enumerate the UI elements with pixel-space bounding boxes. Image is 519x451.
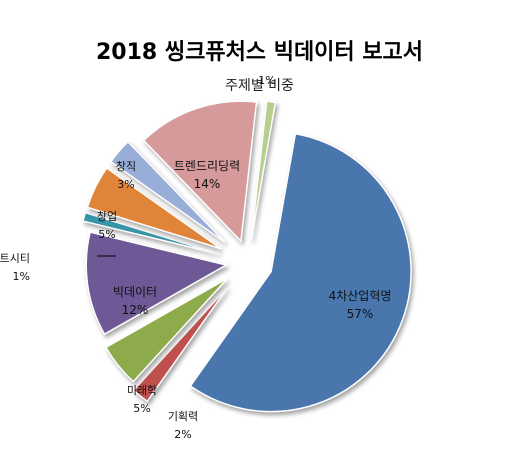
pie-slice-3 [104, 277, 229, 383]
slice-label-2: 기획력 2% [168, 410, 198, 441]
pie-slice-8 [142, 100, 258, 243]
slice-label-1: 4차산업혁명 57% [329, 289, 392, 321]
chart-subtitle: 주제별 비중 [225, 78, 294, 94]
slice-label-6: 창업 5% [97, 210, 117, 241]
pie-slice-1 [189, 132, 412, 413]
slice-label-8: 트렌드리딩력 14% [174, 159, 240, 191]
pie-slice-9 [250, 100, 277, 241]
chart-title: 2018 씽크퓨처스 빅데이터 보고서 [95, 40, 424, 65]
pie-slice-6 [86, 167, 222, 250]
slice-label-5: 스마트시티1% [0, 252, 30, 283]
pie-slice-2 [132, 286, 229, 403]
slice-label-3: 미래학 5% [127, 384, 157, 415]
slice-label-9: 1% [258, 74, 275, 87]
pie-slice-4 [85, 231, 229, 336]
slice-label-4: 빅데이터 12% [113, 285, 157, 317]
slice-label-7: 창직 3% [116, 160, 136, 191]
pie-slice-5 [82, 211, 220, 255]
pie-slice-7 [109, 140, 226, 244]
